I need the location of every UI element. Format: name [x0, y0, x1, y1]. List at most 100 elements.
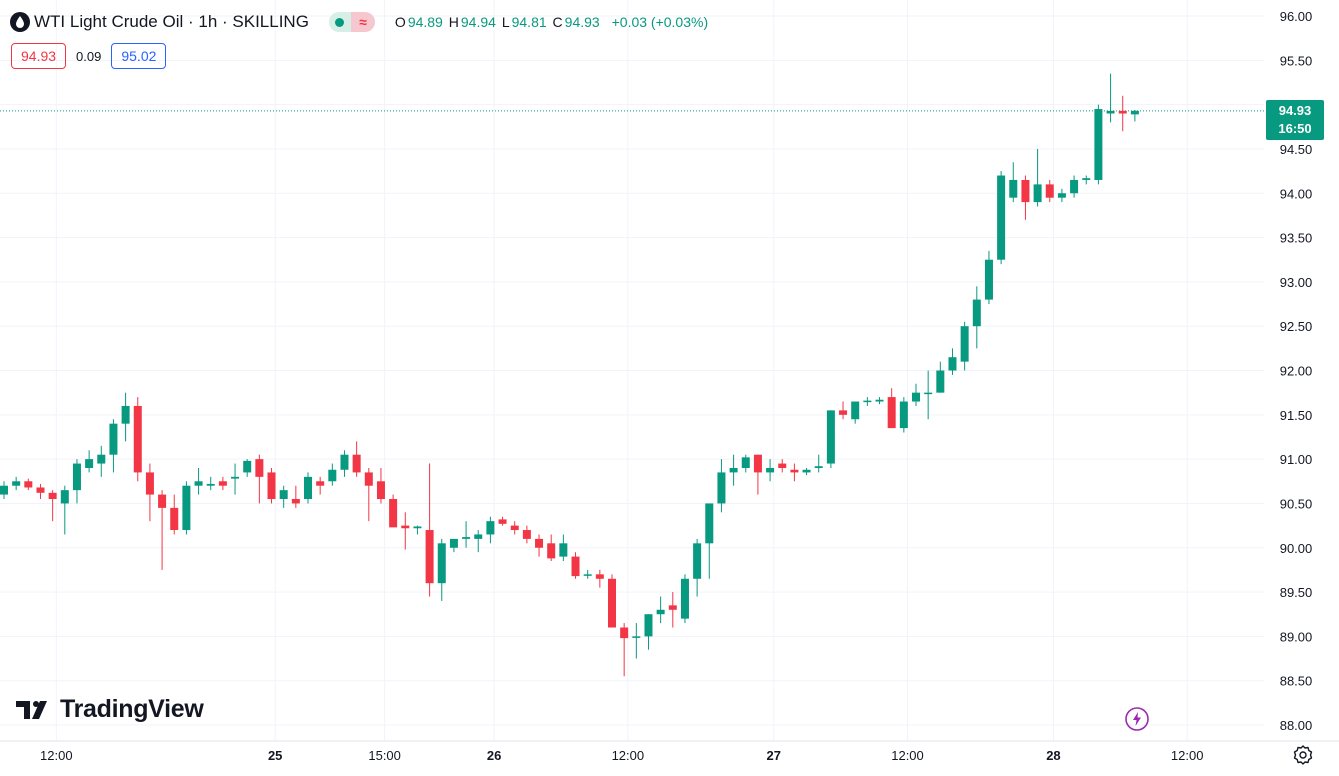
candle[interactable] — [1070, 175, 1079, 198]
candle[interactable] — [766, 459, 775, 482]
candle[interactable] — [693, 538, 702, 597]
candle[interactable] — [340, 450, 349, 477]
candle[interactable] — [437, 538, 446, 601]
candle[interactable] — [559, 534, 568, 562]
status-dot-icon[interactable] — [328, 12, 351, 32]
candle[interactable] — [656, 596, 665, 624]
candle[interactable] — [291, 485, 300, 508]
candle[interactable] — [1106, 73, 1115, 123]
candle[interactable] — [498, 516, 507, 526]
candle[interactable] — [875, 397, 884, 405]
candle[interactable] — [121, 392, 130, 442]
candle[interactable] — [231, 463, 240, 495]
candle[interactable] — [352, 441, 361, 477]
candle[interactable] — [717, 459, 726, 513]
candle[interactable] — [449, 538, 458, 553]
candle[interactable] — [595, 569, 604, 588]
candle[interactable] — [960, 321, 969, 371]
candle[interactable] — [863, 397, 872, 406]
candle[interactable] — [583, 569, 592, 579]
candle[interactable] — [425, 463, 434, 597]
candle[interactable] — [85, 450, 94, 473]
candle[interactable] — [194, 467, 203, 495]
candle[interactable] — [109, 419, 118, 473]
candle[interactable] — [145, 463, 154, 522]
status-pill[interactable]: ≈ — [328, 12, 375, 32]
candle[interactable] — [887, 388, 896, 429]
candle[interactable] — [486, 516, 495, 544]
candle[interactable] — [243, 459, 252, 477]
candle[interactable] — [547, 534, 556, 562]
lightning-icon[interactable] — [1125, 707, 1149, 731]
candle[interactable] — [997, 171, 1006, 265]
candle[interactable] — [680, 574, 689, 624]
candle[interactable] — [826, 410, 835, 468]
candle[interactable] — [924, 370, 933, 420]
candle[interactable] — [1009, 162, 1018, 203]
candle[interactable] — [462, 521, 471, 548]
settings-gear-icon[interactable] — [1292, 744, 1314, 766]
candle[interactable] — [133, 397, 142, 482]
candle[interactable] — [1033, 148, 1042, 207]
candle[interactable] — [535, 534, 544, 557]
symbol-title[interactable]: WTI Light Crude Oil · 1h · SKILLING — [34, 12, 309, 31]
candle[interactable] — [620, 623, 629, 677]
candle[interactable] — [158, 490, 167, 570]
candle[interactable] — [790, 463, 799, 482]
candle[interactable] — [948, 348, 957, 375]
candle[interactable] — [0, 481, 8, 500]
candle[interactable] — [705, 503, 714, 579]
candle[interactable] — [729, 454, 738, 486]
candle[interactable] — [401, 512, 410, 550]
candle[interactable] — [608, 574, 616, 628]
candle[interactable] — [778, 459, 787, 473]
candle[interactable] — [814, 454, 823, 473]
candle[interactable] — [328, 463, 337, 486]
tradingview-logo[interactable]: TradingView — [16, 695, 204, 724]
candle[interactable] — [267, 467, 276, 504]
candle[interactable] — [632, 623, 641, 659]
candle[interactable] — [182, 481, 191, 535]
candle[interactable] — [753, 454, 762, 495]
sell-button[interactable]: 94.93 — [11, 43, 67, 69]
candle[interactable] — [12, 476, 21, 491]
candle[interactable] — [1082, 175, 1091, 185]
symbol-icon[interactable] — [10, 12, 30, 32]
candle[interactable] — [741, 454, 750, 473]
candle[interactable] — [206, 476, 215, 491]
candle[interactable] — [60, 485, 69, 535]
candle[interactable] — [376, 467, 385, 504]
candle[interactable] — [389, 494, 398, 528]
candle[interactable] — [1021, 175, 1030, 220]
candle[interactable] — [413, 525, 422, 535]
candle[interactable] — [1045, 179, 1054, 203]
candle[interactable] — [522, 525, 531, 544]
candle[interactable] — [1130, 109, 1139, 122]
candle[interactable] — [255, 454, 264, 504]
candle[interactable] — [899, 397, 908, 433]
delayed-data-icon[interactable]: ≈ — [350, 12, 375, 32]
candle[interactable] — [571, 552, 580, 579]
candle[interactable] — [364, 467, 373, 522]
candle[interactable] — [24, 478, 33, 491]
candle[interactable] — [1118, 95, 1127, 132]
candle[interactable] — [316, 476, 325, 495]
candle[interactable] — [984, 250, 993, 305]
candle[interactable] — [668, 592, 677, 628]
candle[interactable] — [1094, 104, 1103, 185]
candle[interactable] — [839, 401, 848, 420]
candle[interactable] — [510, 521, 519, 535]
candle[interactable] — [304, 472, 312, 504]
candle[interactable] — [936, 361, 945, 393]
candle[interactable] — [802, 467, 811, 476]
candle[interactable] — [97, 445, 106, 477]
candle[interactable] — [474, 530, 483, 553]
candle[interactable] — [1057, 188, 1066, 203]
candle[interactable] — [912, 383, 920, 406]
buy-button[interactable]: 95.02 — [111, 43, 167, 69]
candle[interactable] — [48, 490, 57, 522]
candle[interactable] — [279, 485, 288, 508]
candle[interactable] — [972, 286, 981, 349]
candle[interactable] — [218, 476, 227, 491]
